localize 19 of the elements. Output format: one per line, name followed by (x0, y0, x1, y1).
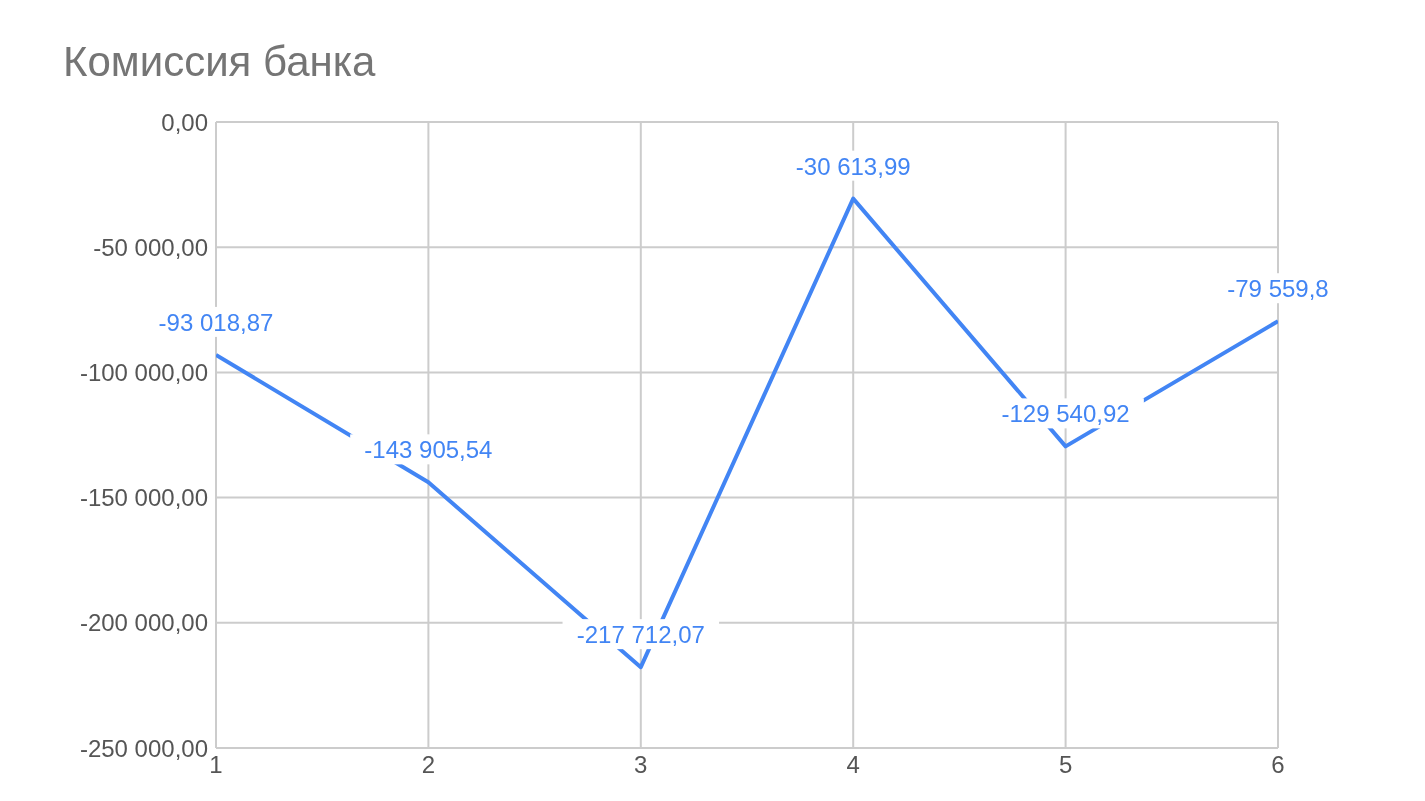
chart-title: Комиссия банка (63, 38, 376, 86)
data-label: -93 018,87 (158, 308, 274, 336)
data-label: -79 559,8 (1227, 275, 1329, 303)
data-label: -30 613,99 (795, 152, 911, 180)
y-tick-label: 0,00 (161, 108, 208, 136)
x-tick-label: 1 (209, 751, 223, 779)
x-tick-label: 2 (421, 751, 436, 779)
data-label: -129 540,92 (1001, 400, 1130, 428)
data-label: -217 712,07 (576, 621, 705, 649)
y-tick-label: -250 000,00 (79, 734, 208, 762)
x-tick-label: 6 (1271, 751, 1285, 779)
x-tick-label: 4 (846, 751, 860, 779)
y-tick-label: -100 000,00 (79, 358, 208, 386)
x-tick-label: 5 (1058, 751, 1073, 779)
y-tick-label: -150 000,00 (79, 484, 208, 512)
x-tick-label: 3 (634, 751, 648, 779)
data-label: -143 905,54 (364, 436, 493, 464)
y-tick-label: -200 000,00 (79, 609, 208, 637)
y-tick-label: -50 000,00 (93, 233, 208, 261)
